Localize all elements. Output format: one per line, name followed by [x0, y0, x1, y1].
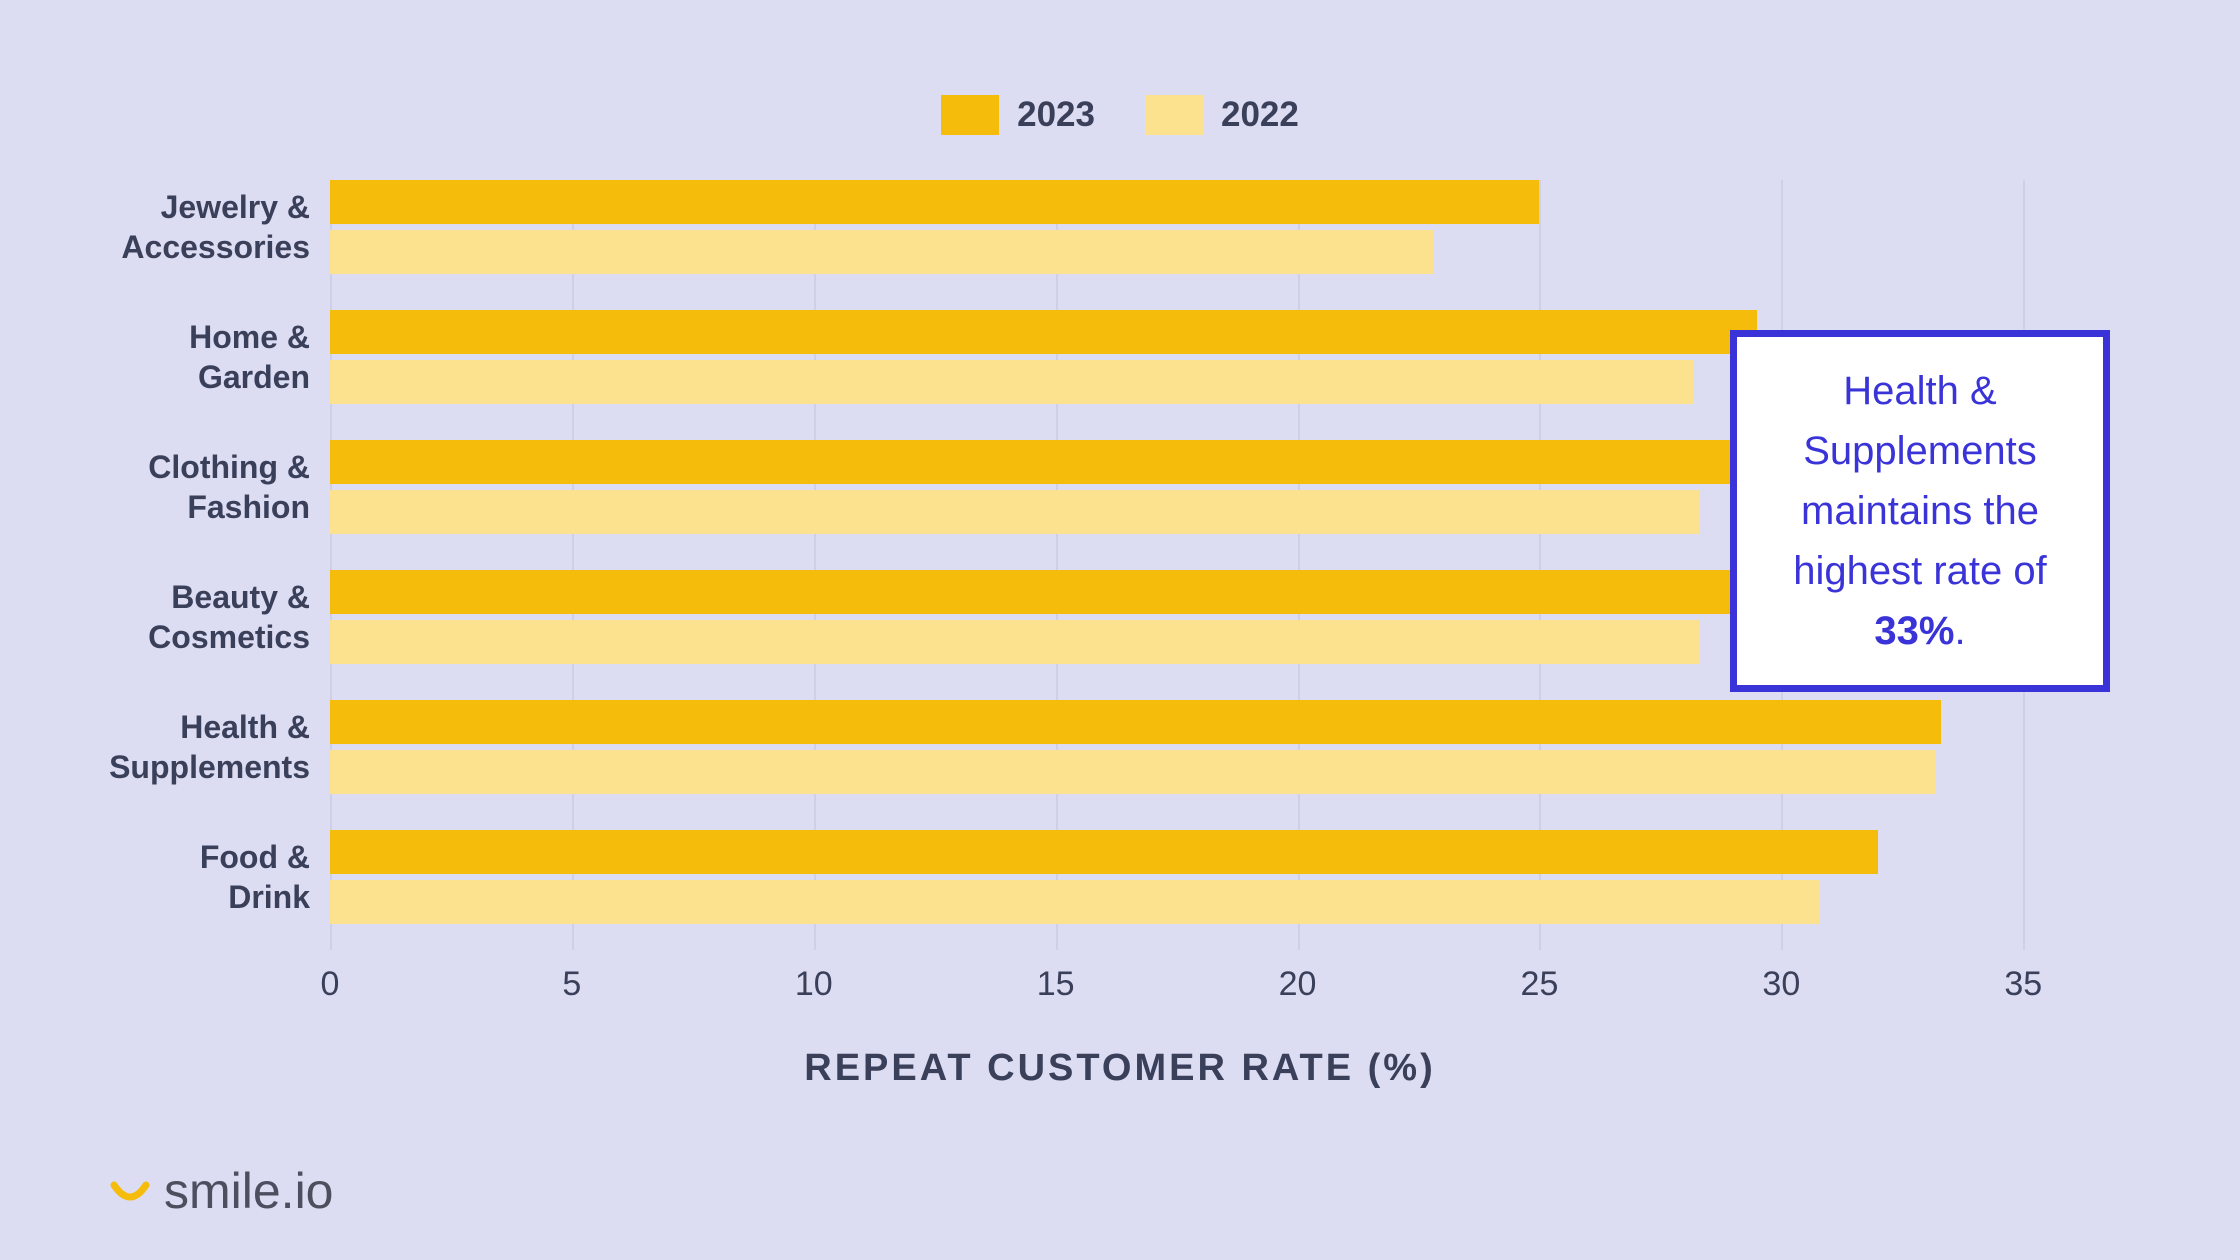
callout-bold-value: 33%	[1874, 609, 1954, 653]
y-axis-labels: Jewelry &Accessories Home &Garden Clothing…	[100, 180, 310, 950]
x-tick-label: 35	[2004, 965, 2042, 1004]
bar	[330, 360, 1694, 404]
callout-line: highest rate of	[1793, 549, 2047, 593]
smile-icon	[110, 1171, 150, 1211]
legend-item-2022: 2022	[1145, 95, 1299, 135]
x-tick-label: 5	[562, 965, 581, 1004]
bar	[330, 490, 1699, 534]
legend-label-2022: 2022	[1221, 95, 1299, 135]
callout-line: Health &	[1843, 369, 1996, 413]
category-label: Beauty &Cosmetics	[100, 577, 310, 657]
callout-line: maintains the	[1801, 489, 2039, 533]
bar	[330, 830, 1878, 874]
callout-period: .	[1954, 609, 1965, 653]
category-label: Home &Garden	[100, 317, 310, 397]
legend-label-2023: 2023	[1017, 95, 1095, 135]
x-axis-title: REPEAT CUSTOMER RATE (%)	[100, 1047, 2140, 1090]
x-axis-ticks: 05101520253035	[330, 965, 2120, 1005]
logo-text: smile.io	[164, 1162, 333, 1220]
legend: 2023 2022	[100, 95, 2140, 135]
callout-box: Health & Supplements maintains the highe…	[1730, 330, 2110, 692]
legend-item-2023: 2023	[941, 95, 1095, 135]
x-tick-label: 10	[795, 965, 833, 1004]
bar	[330, 750, 1936, 794]
category-label: Jewelry &Accessories	[100, 187, 310, 267]
bar	[330, 230, 1433, 274]
x-tick-label: 25	[1521, 965, 1559, 1004]
callout-text: Health & Supplements maintains the highe…	[1763, 361, 2077, 661]
x-tick-label: 20	[1279, 965, 1317, 1004]
x-tick-label: 30	[1762, 965, 1800, 1004]
legend-swatch-2022	[1145, 95, 1203, 135]
bar	[330, 440, 1767, 484]
x-tick-label: 15	[1037, 965, 1075, 1004]
legend-swatch-2023	[941, 95, 999, 135]
bar	[330, 880, 1820, 924]
category-label: Health &Supplements	[100, 707, 310, 787]
bar	[330, 570, 1762, 614]
bar	[330, 700, 1941, 744]
x-tick-label: 0	[321, 965, 340, 1004]
bar	[330, 180, 1539, 224]
bar	[330, 310, 1757, 354]
callout-line: Supplements	[1803, 429, 2036, 473]
category-label: Food &Drink	[100, 837, 310, 917]
bar	[330, 620, 1699, 664]
category-label: Clothing &Fashion	[100, 447, 310, 527]
logo: smile.io	[110, 1162, 333, 1220]
